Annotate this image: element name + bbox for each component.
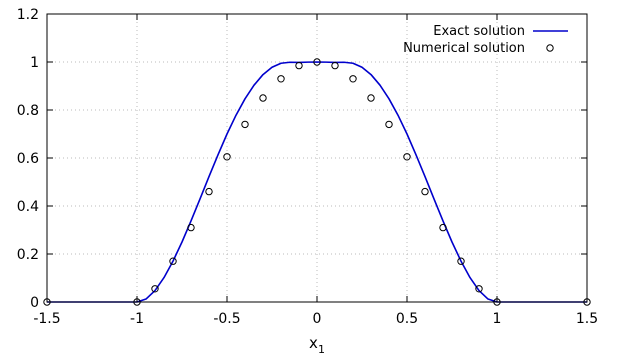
y-tick-label: 0.2 (17, 247, 39, 263)
numerical-solution-point (223, 153, 231, 161)
y-tick-label: 1 (30, 55, 39, 71)
x-tick-label: 0.5 (396, 311, 418, 327)
numerical-solution-point (259, 94, 267, 102)
numerical-solution-point (349, 75, 357, 83)
numerical-solution-point (367, 94, 375, 102)
numerical-solution-point (241, 120, 249, 129)
numerical-solution-point (187, 223, 195, 232)
legend-label-numerical-solution: Numerical solution (403, 41, 525, 56)
x-axis-label-main: x (309, 334, 318, 352)
numerical-solution-point (331, 61, 339, 70)
y-tick-label: 0 (30, 295, 39, 311)
ticks (46, 13, 588, 303)
tick-labels: -1.5 -1 -0.5 0 0.5 1 1.5 0 0.2 0.4 0.6 0.8 1 1.2 (17, 7, 598, 327)
numerical-solution-point (205, 187, 213, 196)
numerical-solution-point (169, 257, 177, 265)
numerical-solution-point (313, 58, 321, 66)
legend-label-exact-solution: Exact solution (433, 24, 525, 39)
numerical-solution-point (295, 61, 303, 70)
x-tick-label: 1.5 (576, 311, 598, 327)
x-axis-label-subscript: 1 (318, 343, 325, 356)
numerical-solution-point (439, 223, 447, 232)
numerical-solution-point (385, 120, 393, 129)
y-tick-label: 0.8 (17, 103, 39, 119)
legend: Exact solution Numerical solution (403, 24, 568, 56)
numerical-solution-point (421, 187, 429, 196)
numerical-solution-point (457, 257, 465, 265)
numerical-solution-point (403, 153, 411, 161)
x-tick-label: -1.5 (33, 311, 60, 327)
y-tick-label: 0.4 (17, 199, 39, 215)
numerical-solution-point (151, 285, 159, 293)
y-tick-label: 0.6 (17, 151, 39, 167)
exact-solution-line (47, 61, 587, 303)
x-axis-label: x1 (309, 334, 325, 356)
x-tick-label: 0 (313, 311, 322, 327)
legend-marker-numerical-solution (546, 44, 554, 52)
numerical-solution-point (277, 75, 285, 83)
x-tick-label: 1 (493, 311, 502, 327)
numerical-solution-point (475, 285, 483, 293)
x-tick-label: -1 (130, 311, 144, 327)
x-tick-label: -0.5 (213, 311, 240, 327)
y-tick-label: 1.2 (17, 7, 39, 23)
